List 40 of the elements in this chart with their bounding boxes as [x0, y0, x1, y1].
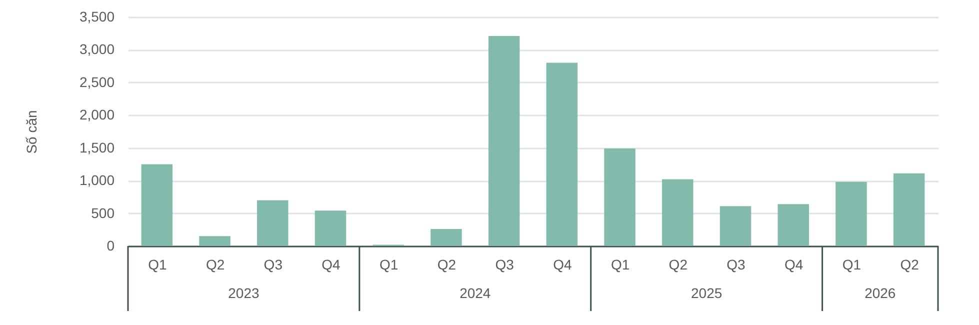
bar — [604, 148, 636, 246]
x-tick-label: Q2 — [437, 256, 456, 272]
y-axis-title: Số căn — [23, 110, 40, 154]
y-tick-label: 3,500 — [79, 8, 115, 24]
bar — [778, 204, 809, 246]
x-tick-label: Q2 — [900, 256, 920, 272]
bar — [488, 36, 520, 246]
x-tick-label: Q3 — [726, 256, 746, 272]
x-tick-label: Q4 — [553, 256, 572, 272]
bar — [257, 200, 288, 246]
y-tick-label: 2,000 — [79, 106, 115, 123]
x-tick-label: Q1 — [148, 256, 167, 272]
y-tick-label: 3,000 — [79, 41, 115, 58]
bar — [546, 62, 578, 246]
bar — [720, 206, 752, 246]
bar — [199, 236, 230, 246]
bar — [314, 210, 346, 246]
x-tick-label: Q2 — [206, 256, 225, 272]
x-tick-label: Q4 — [322, 256, 341, 272]
x-tick-label: Q3 — [495, 256, 514, 272]
y-tick-label: 0 — [106, 238, 115, 254]
text: 2025 — [690, 285, 722, 301]
text: 2024 — [460, 285, 491, 301]
bar — [662, 179, 694, 246]
y-tick-label: 1,500 — [79, 139, 115, 156]
x-tick-label: Q1 — [380, 256, 398, 272]
bar — [430, 228, 462, 246]
y-tick-label: 2,500 — [79, 74, 115, 90]
y-tick-label: 1,000 — [79, 172, 115, 188]
text: 2023 — [228, 285, 260, 301]
text: 2026 — [864, 285, 896, 301]
y-tick-label: 500 — [91, 204, 115, 221]
bar — [141, 164, 173, 246]
bar — [836, 182, 867, 246]
x-tick-label: Q2 — [668, 256, 688, 272]
x-tick-label: Q1 — [842, 256, 862, 272]
bar — [893, 173, 925, 246]
x-tick-label: Q4 — [784, 256, 804, 272]
x-tick-label: Q1 — [610, 256, 630, 272]
x-tick-label: Q3 — [264, 256, 283, 272]
